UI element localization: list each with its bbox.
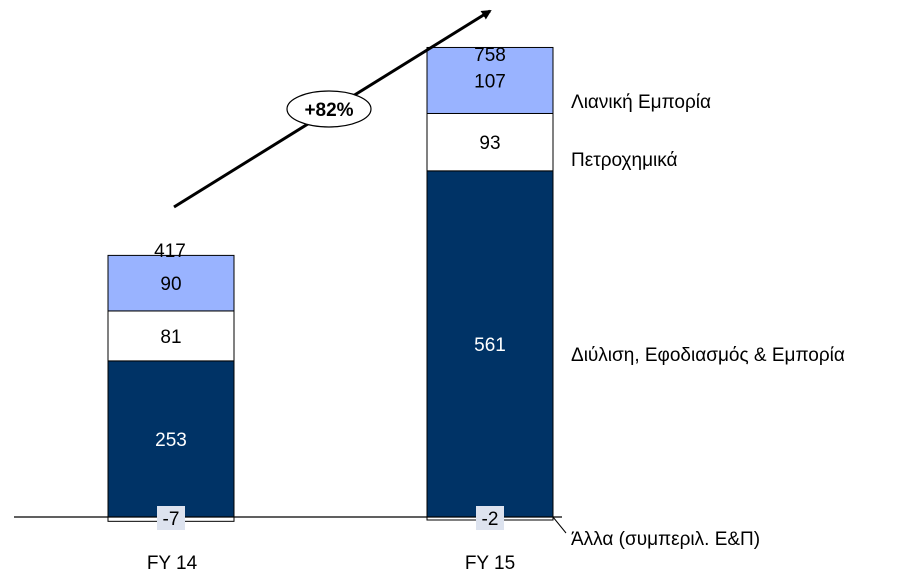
bar-segment-retail-0 bbox=[107, 254, 235, 312]
legend-label-other: Άλλα (συμπεριλ. Ε&Π) bbox=[571, 529, 760, 550]
legend-label-retail: Λιανική Εμπορία bbox=[571, 92, 711, 113]
labels-layer: -7 253 81 90 -2 561 93 107 bbox=[155, 71, 506, 530]
total-label-fy14: 417 bbox=[154, 241, 186, 262]
data-label-other-0: -7 bbox=[163, 509, 180, 530]
growth-badge bbox=[286, 90, 372, 128]
data-label-other-1: -2 bbox=[482, 509, 499, 530]
data-label-retail-1: 107 bbox=[474, 71, 506, 92]
data-label-retail-0: 90 bbox=[160, 274, 181, 295]
bar-segment-petrochemicals-0 bbox=[107, 310, 235, 362]
legend-leader-other bbox=[552, 516, 567, 534]
data-label-petrochemicals-0: 81 bbox=[160, 327, 181, 348]
growth-label: +82% bbox=[304, 100, 353, 121]
data-label-box-other-0 bbox=[157, 506, 185, 530]
data-label-petrochemicals-1: 93 bbox=[479, 133, 500, 154]
data-label-refining-1: 561 bbox=[474, 335, 506, 356]
legend-label-petrochemicals: Πετροχημικά bbox=[571, 150, 678, 171]
bar-segment-retail-1 bbox=[426, 46, 554, 114]
bar-segment-refining-0 bbox=[107, 360, 235, 518]
data-label-box-other-1 bbox=[476, 506, 504, 530]
category-label-fy14: FY 14 bbox=[147, 553, 198, 574]
bar-segment-refining-1 bbox=[426, 170, 554, 518]
total-label-fy15: 758 bbox=[474, 45, 506, 66]
bars-layer bbox=[107, 46, 554, 522]
data-label-refining-0: 253 bbox=[155, 430, 187, 451]
category-label-fy15: FY 15 bbox=[465, 553, 515, 574]
legend-label-refining: Διύλιση, Εφοδιασμός & Εμπορία bbox=[571, 345, 845, 366]
